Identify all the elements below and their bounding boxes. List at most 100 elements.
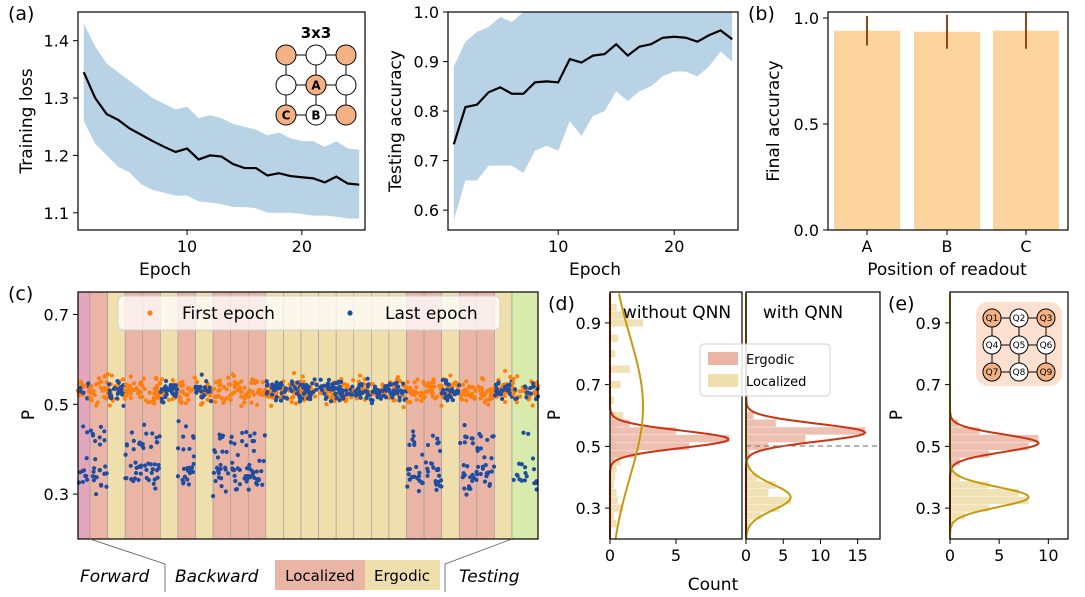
last-epoch-point (326, 384, 331, 389)
last-epoch-point (78, 385, 83, 390)
first-epoch-point (478, 392, 484, 397)
first-epoch-point (415, 390, 420, 395)
first-epoch-point (152, 401, 157, 406)
y-axis-label: Final accuracy (764, 60, 784, 181)
last-epoch-point (224, 449, 229, 455)
first-epoch-point (242, 385, 247, 390)
last-epoch-point (181, 481, 186, 486)
last-epoch-point (490, 434, 495, 439)
last-epoch-point (97, 442, 103, 447)
last-epoch-point (131, 438, 136, 443)
last-epoch-point (278, 398, 284, 403)
localized-bar (610, 311, 630, 319)
first-epoch-point (120, 377, 126, 382)
first-epoch-point (96, 376, 102, 381)
last-epoch-point (191, 461, 196, 467)
last-epoch-point (208, 399, 214, 404)
first-epoch-point (432, 384, 437, 389)
last-epoch-point (430, 433, 435, 438)
last-epoch-point (343, 388, 349, 393)
region-L (89, 291, 108, 540)
first-epoch-point (128, 374, 133, 379)
lattice-site-label: Q9 (1040, 368, 1053, 378)
lattice-site-label: Q5 (1013, 341, 1026, 351)
first-epoch-point (430, 394, 436, 399)
last-epoch-point (365, 382, 371, 387)
label-backward: Backward (175, 567, 259, 587)
first-epoch-point (228, 397, 233, 402)
first-epoch-point (170, 378, 175, 383)
label-forward: Forward (80, 567, 149, 587)
last-epoch-point (431, 465, 436, 470)
first-epoch-point (213, 399, 218, 405)
first-epoch-point (152, 391, 157, 396)
first-epoch-point (464, 379, 469, 384)
last-epoch-point (182, 474, 188, 479)
last-epoch-point (106, 382, 112, 387)
last-epoch-point (142, 463, 148, 468)
last-epoch-point (146, 478, 151, 483)
lattice-site-label: Q7 (986, 368, 999, 378)
first-epoch-point (212, 394, 218, 399)
lattice-site-label: Q3 (1040, 314, 1053, 324)
x-tick-label: A (862, 237, 873, 256)
last-epoch-point (523, 470, 528, 476)
last-epoch-point (526, 431, 531, 436)
axes-frame (447, 11, 739, 231)
first-epoch-point (180, 389, 185, 394)
first-epoch-point (510, 381, 516, 386)
last-epoch-point (150, 431, 155, 436)
first-epoch-point (429, 388, 434, 393)
lattice-site (1009, 308, 1029, 328)
first-epoch-point (200, 400, 205, 406)
last-epoch-point (240, 430, 245, 436)
last-epoch-point (181, 466, 187, 471)
last-epoch-point (133, 460, 138, 465)
first-epoch-point (131, 387, 136, 393)
last-epoch-point (294, 391, 300, 396)
last-epoch-point (223, 489, 228, 494)
chart-hist-with: 0 5 10 15 with QNN (741, 291, 881, 565)
key-ergodic-label: Ergodic (374, 567, 430, 585)
first-epoch-point (138, 389, 143, 394)
last-epoch-point (301, 385, 306, 390)
first-epoch-point (422, 381, 427, 386)
first-epoch-point (425, 384, 430, 389)
last-epoch-point (478, 446, 483, 451)
last-epoch-point (530, 381, 536, 386)
first-epoch-point (269, 403, 274, 408)
key-localized-label: Localized (285, 567, 355, 585)
last-epoch-point (458, 440, 463, 446)
last-epoch-point (144, 431, 149, 436)
last-epoch-point (156, 462, 161, 468)
last-epoch-point (514, 472, 520, 477)
last-epoch-point (211, 470, 217, 475)
localized-bar (746, 519, 750, 528)
first-epoch-point (301, 379, 306, 384)
last-epoch-point (235, 466, 240, 471)
y-tick-label: 1.0 (414, 3, 439, 22)
last-epoch-point (158, 389, 163, 395)
last-epoch-point (217, 432, 222, 437)
first-epoch-point (166, 397, 172, 402)
last-epoch-point (207, 389, 212, 394)
last-epoch-point (83, 473, 88, 478)
last-epoch-point (507, 391, 513, 397)
first-epoch-point (170, 396, 175, 402)
panel-label-d: (d) (548, 293, 575, 315)
last-epoch-point (337, 384, 342, 389)
first-epoch-point (300, 374, 305, 379)
first-epoch-point (211, 386, 217, 392)
y-tick-label: 1.2 (44, 146, 69, 165)
last-epoch-point (175, 474, 181, 479)
last-epoch-point (120, 392, 125, 397)
first-epoch-point (521, 388, 526, 393)
last-epoch-point (85, 396, 90, 401)
last-epoch-point (256, 477, 262, 483)
first-epoch-point (246, 391, 251, 397)
first-epoch-point (88, 390, 94, 395)
last-epoch-point (330, 384, 335, 389)
last-epoch-point (134, 465, 139, 471)
first-epoch-point (255, 402, 260, 407)
first-epoch-point (483, 398, 488, 403)
